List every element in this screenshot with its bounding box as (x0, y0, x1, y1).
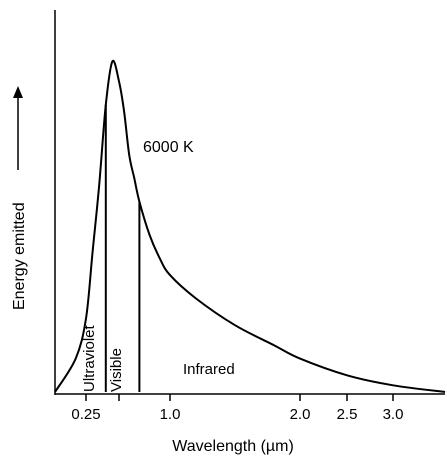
x-tick-label: 2.5 (337, 406, 358, 423)
x-tick-label: 3.0 (383, 406, 404, 423)
x-axis-label: Wavelength (µm) (172, 438, 294, 455)
infrared-label: Infrared (183, 361, 235, 378)
ultraviolet-label: Ultraviolet (81, 324, 98, 392)
x-tick-label: 1.0 (160, 406, 181, 423)
y-axis-label-group: Energy emitted (11, 202, 28, 310)
temperature-label: 6000 K (143, 139, 194, 156)
y-axis-arrow-head (13, 86, 23, 98)
x-tick-label: 2.0 (290, 406, 311, 423)
spectrum-curve (54, 59, 446, 393)
visible-label: Visible (108, 348, 125, 392)
x-ticks: 0.25 1.0 2.0 2.5 3.0 (71, 394, 403, 423)
y-axis-label: Energy emitted (11, 202, 28, 310)
x-tick-label: 0.25 (71, 406, 100, 423)
